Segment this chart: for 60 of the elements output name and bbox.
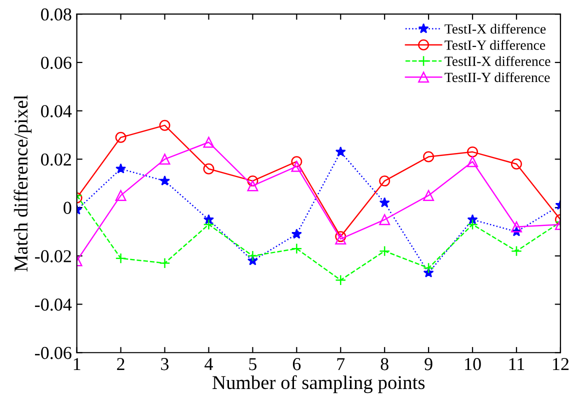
point [116, 163, 126, 174]
point [423, 190, 434, 201]
x-tick-label: 7 [337, 358, 345, 370]
point [467, 146, 478, 158]
point [335, 274, 346, 286]
x-tick-label: 11 [509, 358, 524, 370]
point [467, 156, 478, 168]
y-tick-label: -0.06 [35, 346, 72, 360]
point [159, 120, 170, 131]
point [203, 163, 214, 174]
x-tick-label: 1 [74, 358, 80, 370]
point [203, 136, 214, 148]
point [379, 246, 390, 257]
x-tick-label: 2 [117, 358, 124, 370]
point [511, 221, 522, 232]
y-tick-label: -0.02 [35, 250, 71, 262]
y-axis-title: Match difference/pixel [14, 95, 32, 272]
x-axis-title: Number of sampling points [212, 375, 425, 394]
x-tick-label: 8 [380, 358, 388, 370]
legend-label: TestI-X difference [444, 24, 546, 34]
legend-label: TestII-X difference [444, 56, 550, 66]
point [247, 180, 258, 192]
point [379, 175, 390, 186]
point [511, 158, 522, 170]
point [203, 218, 214, 230]
point [379, 214, 390, 226]
point [247, 175, 258, 186]
x-tick-label: 3 [161, 358, 169, 370]
point [115, 190, 126, 201]
point [467, 218, 478, 230]
legend-label: TestI-Y difference [444, 40, 546, 50]
point [160, 175, 170, 186]
y-tick-label: -0.04 [35, 298, 72, 311]
point [247, 250, 258, 262]
point [467, 214, 478, 224]
point [291, 156, 302, 168]
y-tick-label: 0.02 [41, 153, 71, 166]
x-tick-label: 5 [249, 358, 256, 370]
y-tick-label: 0 [64, 202, 72, 214]
y-tick-label: 0.04 [41, 105, 72, 118]
point [159, 258, 170, 269]
x-tick-label: 12 [553, 358, 568, 370]
y-tick-label: 0.06 [41, 56, 72, 69]
point [159, 154, 170, 165]
point [115, 132, 126, 143]
point [291, 243, 302, 254]
y-tick-label: 0.08 [41, 8, 72, 21]
x-tick-label: 10 [465, 358, 481, 370]
point [511, 246, 522, 257]
point [335, 146, 346, 156]
legend-label: TestII-Y difference [444, 72, 550, 82]
point [423, 151, 434, 162]
point [423, 262, 434, 274]
x-tick-label: 6 [292, 358, 301, 370]
point [379, 197, 390, 208]
x-tick-label: 9 [424, 358, 432, 370]
point [291, 228, 302, 239]
point [115, 252, 126, 264]
point [291, 160, 302, 172]
x-tick-label: 4 [204, 358, 213, 370]
